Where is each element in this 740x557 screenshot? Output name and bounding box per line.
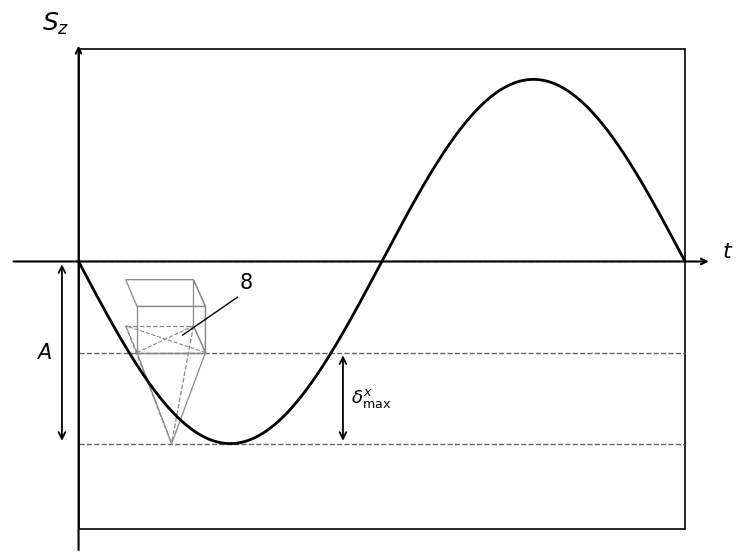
Text: $t$: $t$ — [722, 242, 733, 262]
Text: $S_z$: $S_z$ — [41, 11, 69, 37]
Text: $\delta^x_{\mathrm{max}}$: $\delta^x_{\mathrm{max}}$ — [351, 387, 391, 409]
Text: $A$: $A$ — [36, 343, 52, 363]
Text: 8: 8 — [240, 273, 253, 294]
